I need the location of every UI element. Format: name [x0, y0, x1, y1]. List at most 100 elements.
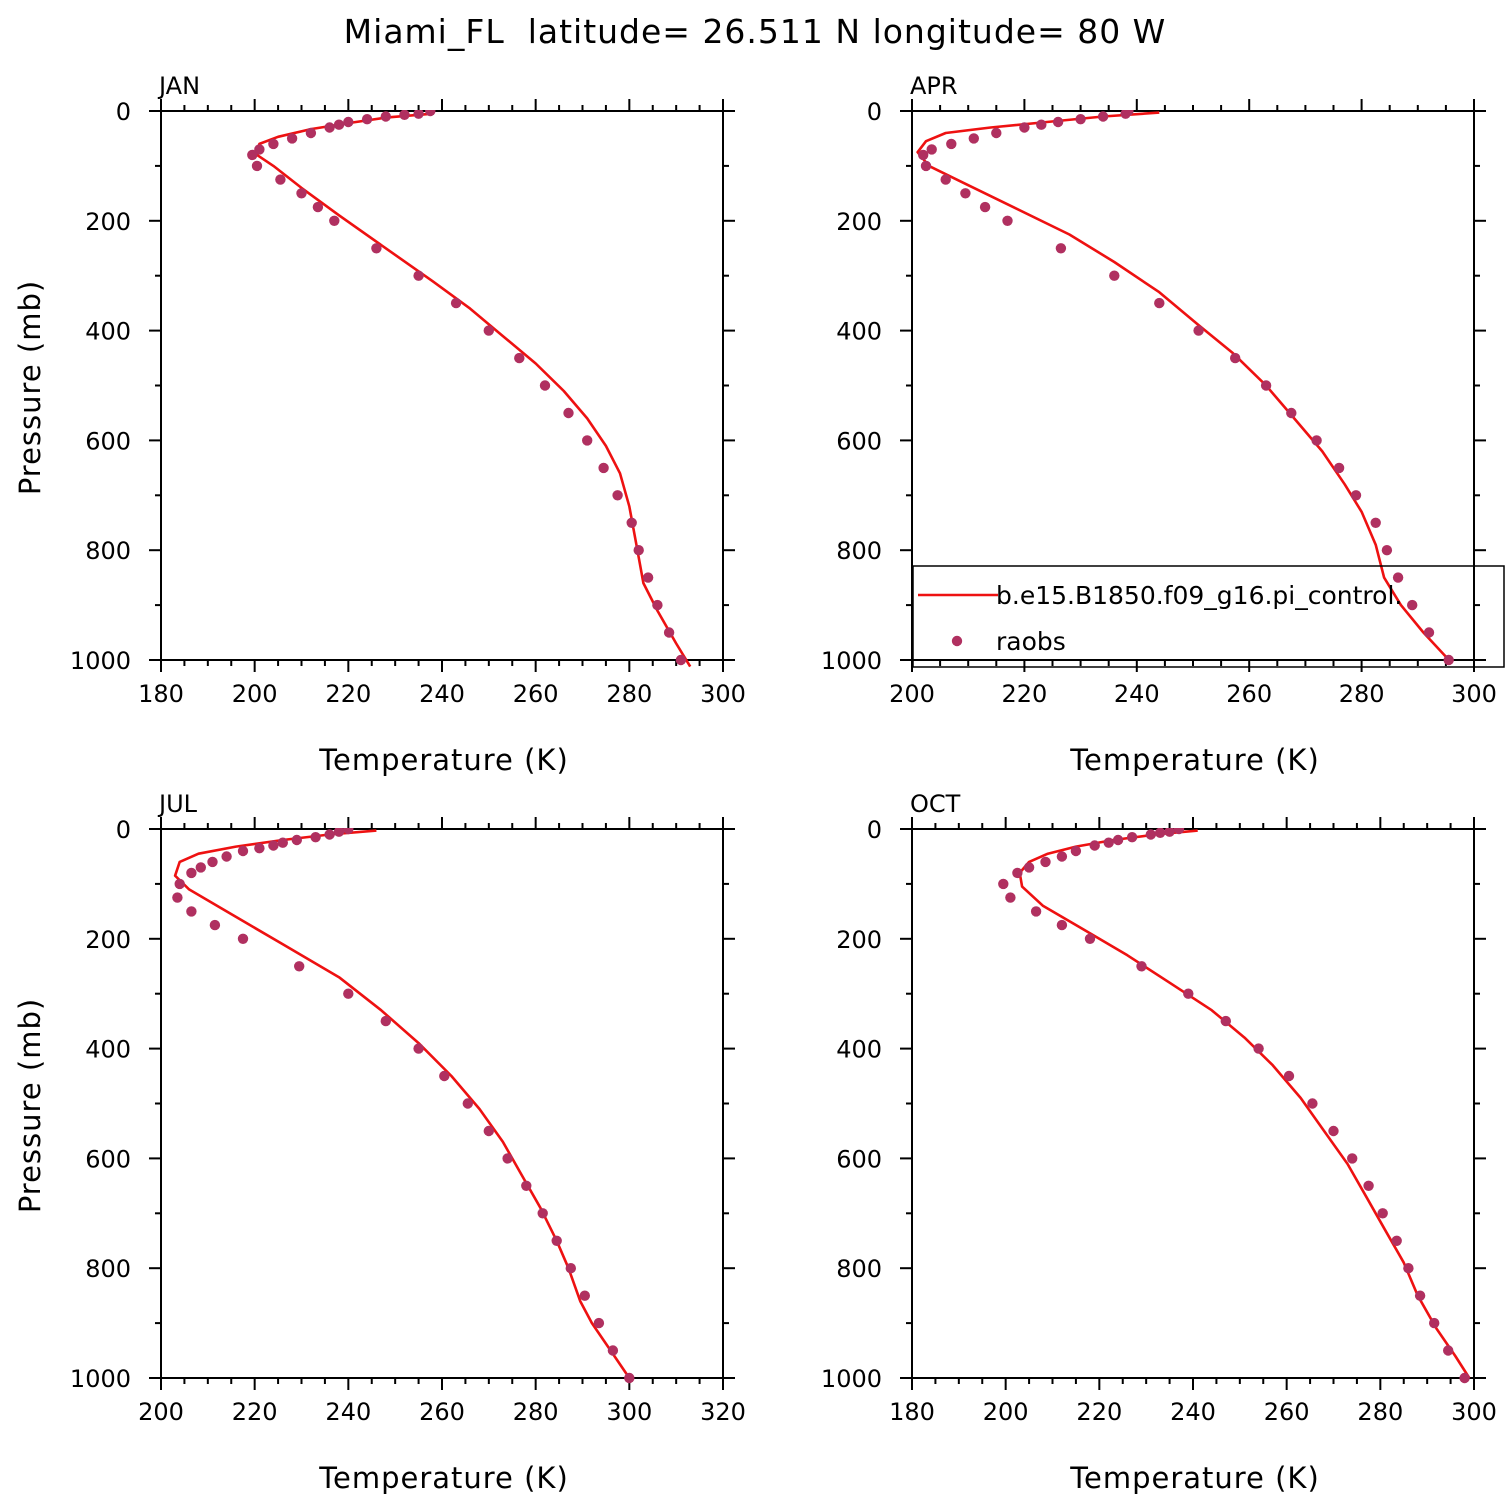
raobs-point [483, 325, 494, 336]
raobs-point [551, 1235, 562, 1247]
raobs-point [968, 133, 979, 144]
raobs-point [1012, 867, 1023, 879]
raobs-point [502, 1153, 513, 1164]
raobs-point [291, 834, 302, 846]
raobs-point [1350, 490, 1362, 501]
y-tick-label: 0 [867, 816, 882, 844]
x-tick-label: 200 [983, 1398, 1029, 1426]
raobs-point [1120, 110, 1131, 119]
raobs-point [1173, 828, 1185, 835]
page-title: Miami_FL latitude= 26.511 N longitude= 8… [343, 12, 1167, 51]
raobs-point [195, 862, 206, 873]
y-tick-label: 800 [836, 537, 882, 565]
raobs-point [425, 110, 436, 117]
raobs-point [209, 919, 221, 931]
y-tick-label: 400 [85, 1036, 131, 1064]
raobs-point [1220, 1015, 1232, 1027]
x-axis-title: Temperature (K) [318, 1461, 569, 1495]
raobs-point [399, 110, 410, 120]
raobs-point [221, 851, 232, 862]
raobs-point [979, 201, 991, 213]
raobs-point [1154, 297, 1165, 309]
raobs-point [277, 837, 288, 848]
raobs-point [380, 111, 391, 122]
raobs-point [582, 435, 593, 446]
raobs-point [237, 845, 249, 857]
y-tick-label: 1000 [821, 1365, 882, 1393]
x-tick-label: 200 [889, 680, 935, 708]
y-tick-label: 200 [836, 208, 882, 236]
y-tick-label: 600 [85, 1145, 131, 1173]
model-series-line [255, 112, 692, 668]
raobs-point [1126, 832, 1138, 843]
x-tick-label: 200 [232, 680, 278, 708]
raobs-point [333, 828, 345, 837]
x-tick-label: 280 [1339, 680, 1385, 708]
raobs-point [940, 174, 951, 185]
raobs-point [598, 462, 609, 474]
raobs-point [1283, 1070, 1295, 1082]
raobs-point [652, 599, 663, 611]
x-tick-label: 240 [1114, 680, 1160, 708]
raobs-point [1183, 988, 1194, 999]
raobs-point [1112, 834, 1124, 846]
raobs-point [439, 1070, 450, 1082]
raobs-point [1005, 892, 1016, 903]
raobs-point [1414, 1290, 1426, 1301]
raobs-point [1403, 1263, 1414, 1274]
plot-frame [160, 110, 724, 661]
raobs-point [207, 856, 218, 868]
raobs-point [1023, 862, 1035, 873]
raobs-point [593, 1317, 605, 1329]
raobs-point [1377, 1208, 1388, 1219]
panel-label: APR [910, 72, 958, 100]
raobs-point [254, 144, 265, 155]
raobs-point [1307, 1098, 1318, 1109]
raobs-point [186, 906, 197, 917]
raobs-point [1097, 111, 1109, 122]
x-tick-label: 260 [1226, 680, 1272, 708]
x-tick-label: 320 [700, 1398, 746, 1426]
x-tick-label: 240 [1170, 1398, 1216, 1426]
raobs-point [1056, 919, 1068, 931]
x-tick-label: 280 [606, 680, 652, 708]
raobs-point [1056, 851, 1068, 862]
raobs-point [926, 144, 937, 155]
raobs-point [1260, 380, 1272, 391]
legend-marker-swatch [951, 635, 963, 647]
raobs-point [633, 545, 644, 556]
x-tick-label: 260 [513, 680, 559, 708]
raobs-point [626, 517, 637, 528]
raobs-point [172, 892, 183, 903]
raobs-point [237, 933, 249, 944]
raobs-point [305, 127, 317, 139]
raobs-point [1052, 116, 1064, 128]
y-tick-label: 800 [836, 1255, 882, 1283]
raobs-point [371, 243, 382, 254]
legend-model-label: b.e15.B1850.f09_g16.pi_control. [996, 581, 1402, 610]
raobs-point [312, 201, 324, 213]
raobs-point [296, 188, 307, 199]
raobs-point [1429, 1317, 1440, 1329]
raobs-point [324, 122, 335, 133]
y-tick-label: 400 [85, 318, 131, 346]
raobs-point [1443, 654, 1454, 666]
raobs-point [268, 840, 279, 851]
raobs-point [663, 627, 675, 638]
raobs-point [539, 380, 551, 391]
raobs-point [1145, 829, 1157, 840]
raobs-point [413, 1043, 424, 1054]
raobs-point [186, 867, 197, 879]
raobs-point [642, 572, 654, 583]
raobs-point [1040, 856, 1051, 868]
x-axis-title: Temperature (K) [1069, 743, 1320, 777]
raobs-point [607, 1345, 619, 1356]
plot-area [998, 828, 1471, 1384]
raobs-point [1443, 1345, 1454, 1356]
y-tick-label: 200 [85, 208, 131, 236]
raobs-point [380, 1015, 391, 1027]
x-tick-label: 240 [419, 680, 465, 708]
raobs-point [1253, 1043, 1264, 1054]
y-tick-label: 1000 [70, 647, 131, 675]
